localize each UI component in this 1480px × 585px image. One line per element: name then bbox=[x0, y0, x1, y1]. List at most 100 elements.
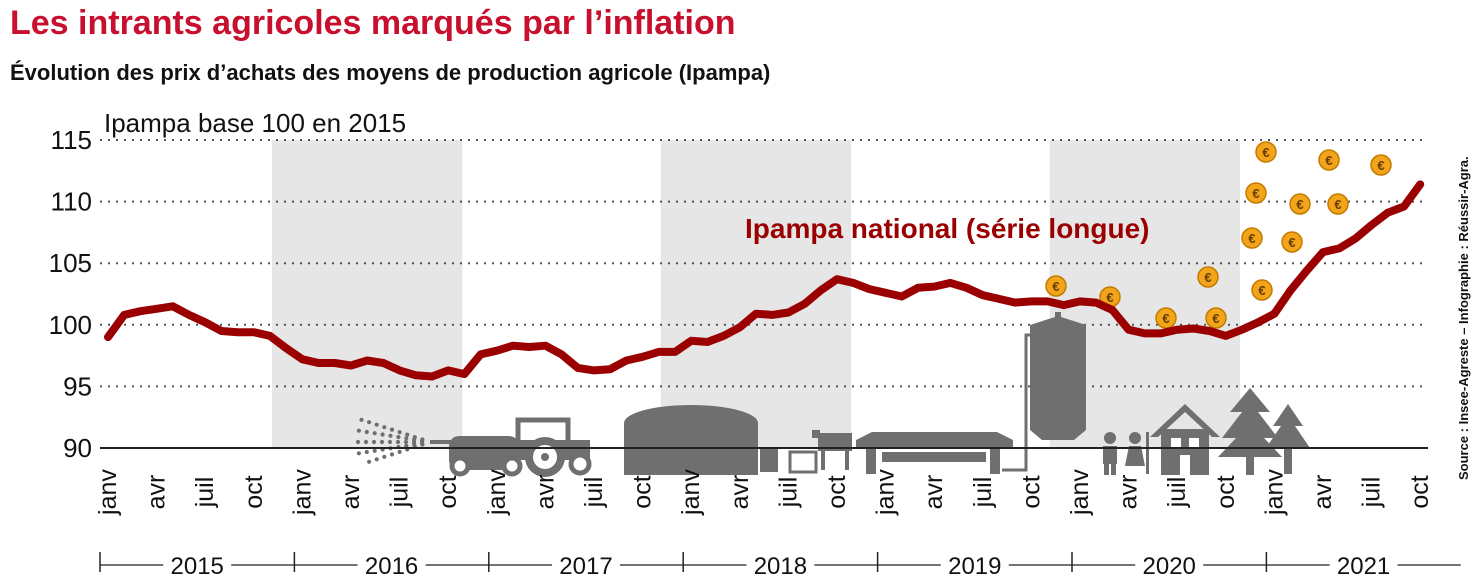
year-label: 2015 bbox=[171, 553, 224, 580]
x-tick-label: avr bbox=[337, 475, 365, 510]
euro-coin-icon: € bbox=[1245, 182, 1267, 204]
mist-dot bbox=[367, 459, 372, 464]
data-point bbox=[123, 313, 126, 317]
mist-dot bbox=[404, 436, 409, 441]
mist-dot bbox=[363, 439, 369, 445]
svg-text:€: € bbox=[1052, 279, 1059, 294]
mist-dot bbox=[403, 439, 409, 445]
pine-trees-icon bbox=[1218, 388, 1310, 475]
data-point bbox=[268, 334, 272, 338]
mist-dot bbox=[364, 429, 369, 435]
data-point bbox=[835, 278, 839, 281]
data-point bbox=[1305, 269, 1309, 272]
data-point bbox=[1321, 250, 1325, 254]
euro-coins: € € € € € € € € € € € € € € bbox=[1045, 141, 1392, 329]
mist-dot bbox=[371, 439, 377, 445]
mist-dot bbox=[382, 454, 387, 459]
year-bands bbox=[272, 140, 1240, 448]
data-point bbox=[317, 361, 320, 365]
svg-text:€: € bbox=[1212, 311, 1219, 326]
data-point bbox=[1143, 332, 1147, 335]
data-point bbox=[1030, 300, 1033, 303]
data-point bbox=[1111, 308, 1114, 312]
data-point bbox=[1370, 223, 1373, 227]
data-point bbox=[576, 366, 579, 370]
data-point bbox=[511, 344, 515, 347]
y-tick-label: 90 bbox=[63, 433, 92, 463]
mist-dot bbox=[388, 433, 393, 438]
euro-coin-icon: € bbox=[1241, 227, 1263, 249]
mist-dot bbox=[372, 431, 377, 436]
data-point bbox=[1338, 247, 1341, 250]
x-tick-label: juil bbox=[969, 477, 997, 509]
data-point bbox=[155, 307, 158, 310]
series-label: Ipampa national (série longue) bbox=[745, 213, 1150, 244]
data-point bbox=[900, 295, 903, 298]
euro-coin-icon: € bbox=[1045, 275, 1067, 297]
x-tick-label: oct bbox=[1406, 475, 1434, 508]
chart-title: Les intrants agricoles marqués par l’inf… bbox=[10, 4, 736, 42]
mist-dot bbox=[387, 439, 393, 445]
year-label: 2019 bbox=[948, 553, 1001, 580]
data-point bbox=[1419, 183, 1422, 186]
barn-shed-icon bbox=[856, 432, 1013, 474]
series-line-ipampa-national bbox=[104, 180, 1425, 381]
euro-coin-icon: € bbox=[1281, 231, 1303, 253]
data-point bbox=[382, 361, 385, 365]
x-tick-label: juil bbox=[386, 477, 414, 509]
data-point bbox=[1192, 327, 1195, 330]
data-point bbox=[1208, 329, 1211, 333]
svg-text:€: € bbox=[1252, 186, 1259, 201]
data-point bbox=[285, 347, 288, 350]
x-tick-label: avr bbox=[920, 475, 948, 510]
euro-coin-icon: € bbox=[1197, 266, 1219, 288]
euro-coin-icon: € bbox=[1327, 193, 1349, 215]
data-point bbox=[673, 350, 677, 354]
data-point bbox=[398, 369, 401, 372]
grain-silo-icon bbox=[1002, 312, 1086, 472]
data-point bbox=[819, 289, 822, 292]
x-axis-ticks: janv avr juil oct janv avr juil oct janv avr juil o… bbox=[94, 469, 1434, 516]
data-point bbox=[1159, 332, 1163, 335]
data-point bbox=[1224, 334, 1228, 338]
data-point bbox=[868, 287, 871, 291]
mist-dot bbox=[380, 432, 385, 437]
mist-dot bbox=[397, 449, 402, 454]
x-tick-label: juil bbox=[580, 477, 608, 509]
svg-text:€: € bbox=[1334, 197, 1341, 212]
mist-dot bbox=[397, 430, 402, 435]
year-band-2016 bbox=[272, 140, 463, 448]
data-point bbox=[333, 361, 336, 365]
mist-dot bbox=[367, 420, 372, 425]
mist-dot bbox=[364, 449, 369, 455]
data-point bbox=[301, 358, 304, 361]
x-tick-label: avr bbox=[1309, 475, 1337, 510]
data-point bbox=[544, 344, 547, 347]
y-axis-label: Ipampa base 100 en 2015 bbox=[104, 108, 406, 138]
gridlines bbox=[100, 139, 1428, 388]
x-tick-label: janv bbox=[483, 469, 511, 516]
data-point bbox=[1176, 328, 1179, 331]
y-axis-ticks: 90 95 100 105 110 115 bbox=[49, 125, 92, 463]
year-label: 2016 bbox=[365, 553, 418, 580]
svg-text:€: € bbox=[1325, 153, 1332, 168]
data-point bbox=[139, 310, 142, 313]
svg-text:€: € bbox=[1106, 290, 1113, 305]
x-tick-label: janv bbox=[288, 469, 316, 516]
y-tick-label: 95 bbox=[63, 371, 92, 401]
x-tick-label: juil bbox=[774, 477, 802, 509]
svg-text:€: € bbox=[1377, 158, 1384, 173]
silo-dome-icon bbox=[624, 405, 758, 475]
data-point bbox=[690, 339, 693, 343]
mist-dot bbox=[356, 428, 361, 433]
x-tick-label: avr bbox=[143, 475, 171, 510]
farmhouse-icon bbox=[1150, 404, 1220, 475]
data-point bbox=[1046, 300, 1049, 303]
x-tick-label: juil bbox=[1163, 477, 1191, 509]
data-point bbox=[787, 311, 790, 314]
x-tick-label: janv bbox=[1260, 469, 1288, 516]
x-tick-label: janv bbox=[1066, 469, 1094, 516]
data-point bbox=[1014, 301, 1017, 304]
data-point bbox=[1127, 328, 1130, 331]
data-point bbox=[884, 291, 887, 294]
